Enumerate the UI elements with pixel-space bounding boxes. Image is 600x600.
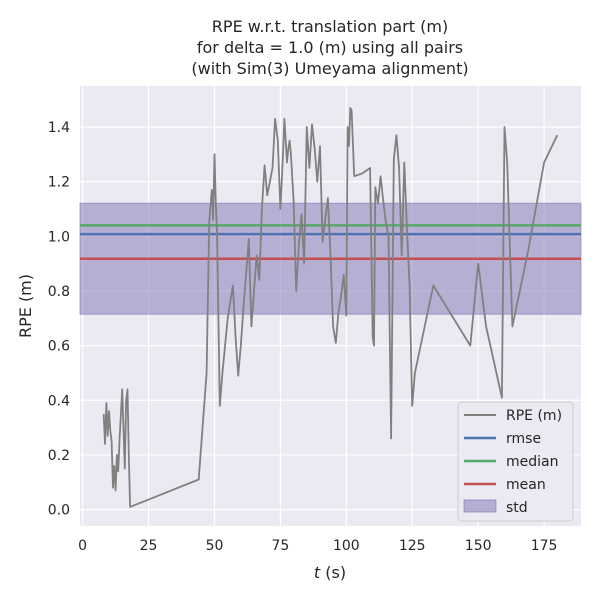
y-tick-label: 0.2 (48, 448, 70, 464)
y-tick-labels: 0.0 0.2 0.4 0.6 0.8 1.0 1.2 1.4 (48, 120, 70, 519)
legend-median-label: median (506, 454, 558, 470)
x-tick-label: 25 (140, 538, 158, 554)
y-tick-label: 1.4 (48, 120, 70, 136)
legend-mean-label: mean (506, 477, 546, 493)
y-tick-label: 0.4 (48, 393, 70, 409)
x-axis-label: t (s) (314, 563, 346, 582)
y-tick-label: 1.0 (48, 229, 70, 245)
y-tick-label: 0.8 (48, 284, 70, 300)
y-tick-label: 1.2 (48, 175, 70, 191)
chart-title-line-2: for delta = 1.0 (m) using all pairs (197, 38, 463, 57)
chart-title-line-3: (with Sim(3) Umeyama alignment) (191, 59, 468, 78)
x-tick-label: 125 (399, 538, 426, 554)
x-tick-labels: 0 25 50 75 100 125 150 175 (78, 538, 557, 554)
x-tick-label: 75 (271, 538, 289, 554)
legend: RPE (m) rmse median mean std (457, 401, 574, 522)
x-tick-label: 175 (531, 538, 558, 554)
legend-rpe-label: RPE (m) (506, 408, 562, 424)
x-tick-label: 150 (465, 538, 492, 554)
legend-rmse-label: rmse (506, 431, 541, 447)
legend-std-label: std (506, 500, 528, 516)
chart-title-line-1: RPE w.r.t. translation part (m) (212, 17, 448, 36)
x-tick-label: 50 (206, 538, 224, 554)
y-axis-label: RPE (m) (16, 274, 35, 338)
legend-std-swatch (463, 499, 497, 513)
x-tick-label: 0 (78, 538, 87, 554)
x-axis-label-variable: t (314, 563, 321, 582)
rpe-series-line (102, 107, 559, 508)
x-tick-label: 100 (333, 538, 360, 554)
legend-box (457, 401, 574, 522)
y-tick-label: 0.6 (48, 339, 70, 355)
x-axis-label-unit: (s) (320, 563, 346, 582)
y-tick-label: 0.0 (48, 503, 70, 519)
chart-title: RPE w.r.t. translation part (m) for delt… (191, 17, 468, 78)
